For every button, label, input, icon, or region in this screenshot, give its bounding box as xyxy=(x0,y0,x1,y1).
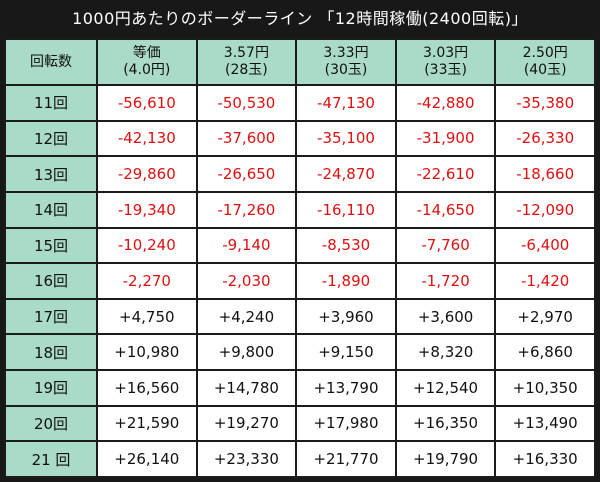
table-cell-value: +14,780 xyxy=(195,369,298,407)
row-label-spins: 15回 xyxy=(4,226,98,265)
row-label-spins: 13回 xyxy=(4,155,98,193)
table-cell-value: +13,790 xyxy=(295,369,397,407)
column-header-rate-detail: (40玉) xyxy=(523,62,567,78)
row-label-spins: 11回 xyxy=(4,84,98,122)
table-cell-value: +26,140 xyxy=(96,440,198,478)
table-cell-value: -24,870 xyxy=(295,155,397,193)
table-row: 12回 -42,130 -37,600 -35,100 -31,900 -26,330 xyxy=(4,119,596,158)
table-cell-value: +4,750 xyxy=(96,297,198,336)
table-cell-value: -6,400 xyxy=(494,226,596,265)
table-cell-value: -42,130 xyxy=(96,119,198,158)
row-label-spins: 21 回 xyxy=(4,440,98,478)
table-cell-value: +13,490 xyxy=(494,404,596,443)
column-header-rate-detail: (30玉) xyxy=(324,62,368,78)
column-header-rate-detail: (33玉) xyxy=(424,62,467,78)
table-cell-value: +21,590 xyxy=(96,404,198,443)
column-header-rate-name: 3.57円 xyxy=(223,45,269,61)
table-row: 14回 -19,340 -17,260 -16,110 -14,650 -12,090 xyxy=(4,190,596,229)
column-header-rate-name: 3.33円 xyxy=(323,45,369,61)
table-row: 13回 -29,860 -26,650 -24,870 -22,610 -18,660 xyxy=(4,155,596,193)
table-cell-value: -26,650 xyxy=(195,155,298,193)
table-cell-value: +9,150 xyxy=(295,333,397,371)
table-cell-value: -31,900 xyxy=(394,119,497,158)
table-cell-value: -16,110 xyxy=(295,190,397,229)
table-cell-value: +23,330 xyxy=(195,440,298,478)
table-cell-value: +19,270 xyxy=(195,404,298,443)
table-cell-value: +3,960 xyxy=(295,297,397,336)
table-cell-value: +17,980 xyxy=(295,404,397,443)
row-label-spins: 20回 xyxy=(4,404,98,443)
table-cell-value: -35,100 xyxy=(295,119,397,158)
table-cell-value: -7,760 xyxy=(394,226,497,265)
column-header-rate-detail: (4.0円) xyxy=(123,62,171,78)
table-cell-value: +10,350 xyxy=(494,369,596,407)
table-title: 1000円あたりのボーダーライン 「12時間稼働(2400回転)」 xyxy=(72,9,528,28)
table-cell-value: +4,240 xyxy=(195,297,298,336)
column-header-rate: 3.03円 (33玉) xyxy=(394,38,497,86)
row-label-spins: 19回 xyxy=(4,369,98,407)
table-cell-value: -37,600 xyxy=(195,119,298,158)
table-cell-value: -9,140 xyxy=(195,226,298,265)
table-row: 15回 -10,240 -9,140 -8,530 -7,760 -6,400 xyxy=(4,226,596,265)
table-cell-value: -1,890 xyxy=(295,262,397,300)
table-row: 17回 +4,750 +4,240 +3,960 +3,600 +2,970 xyxy=(4,297,596,336)
table-cell-value: -26,330 xyxy=(494,119,596,158)
table-cell-value: -47,130 xyxy=(295,84,397,122)
column-header-rate: 2.50円 (40玉) xyxy=(494,38,596,86)
table-cell-value: -18,660 xyxy=(494,155,596,193)
border-line-table: 回転数 等価 (4.0円) 3.57円 (28玉) 3.33円 (30玉) 3.03円… xyxy=(4,38,596,478)
table-cell-value: -12,090 xyxy=(494,190,596,229)
table-row: 11回 -56,610 -50,530 -47,130 -42,880 -35,380 xyxy=(4,84,596,122)
column-header-spins: 回転数 xyxy=(4,38,98,86)
table-cell-value: -29,860 xyxy=(96,155,198,193)
table-cell-value: -1,720 xyxy=(394,262,497,300)
table-cell-value: +8,320 xyxy=(394,333,497,371)
row-label-spins: 16回 xyxy=(4,262,98,300)
column-header-rate-detail: (28玉) xyxy=(225,62,268,78)
column-header-rate-name: 3.03円 xyxy=(422,45,469,61)
table-cell-value: -2,030 xyxy=(195,262,298,300)
table-row: 19回 +16,560 +14,780 +13,790 +12,540 +10,350 xyxy=(4,369,596,407)
table-cell-value: +16,350 xyxy=(394,404,497,443)
table-cell-value: -35,380 xyxy=(494,84,596,122)
column-header-rate-name: 等価 xyxy=(132,45,161,61)
table-cell-value: -8,530 xyxy=(295,226,397,265)
column-header-rate: 3.33円 (30玉) xyxy=(295,38,397,86)
table-cell-value: -22,610 xyxy=(394,155,497,193)
column-header-rate: 3.57円 (28玉) xyxy=(195,38,298,86)
table-cell-value: +16,560 xyxy=(96,369,198,407)
row-label-spins: 18回 xyxy=(4,333,98,371)
table-cell-value: +9,800 xyxy=(195,333,298,371)
table-cell-value: +12,540 xyxy=(394,369,497,407)
table-cell-value: -17,260 xyxy=(195,190,298,229)
table-row: 16回 -2,270 -2,030 -1,890 -1,720 -1,420 xyxy=(4,262,596,300)
table-row: 20回 +21,590 +19,270 +17,980 +16,350 +13,490 xyxy=(4,404,596,443)
row-label-spins: 14回 xyxy=(4,190,98,229)
row-label-spins: 12回 xyxy=(4,119,98,158)
table-cell-value: -2,270 xyxy=(96,262,198,300)
table-cell-value: -56,610 xyxy=(96,84,198,122)
table-cell-value: +2,970 xyxy=(494,297,596,336)
table-cell-value: +19,790 xyxy=(394,440,497,478)
table-cell-value: -1,420 xyxy=(494,262,596,300)
table-cell-value: +3,600 xyxy=(394,297,497,336)
table-cell-value: +6,860 xyxy=(494,333,596,371)
table-cell-value: +16,330 xyxy=(494,440,596,478)
column-header-rate: 等価 (4.0円) xyxy=(96,38,198,86)
row-label-spins: 17回 xyxy=(4,297,98,336)
table-cell-value: -42,880 xyxy=(394,84,497,122)
table-cell-value: -10,240 xyxy=(96,226,198,265)
table-cell-value: -19,340 xyxy=(96,190,198,229)
table-cell-value: -14,650 xyxy=(394,190,497,229)
table-row: 18回 +10,980 +9,800 +9,150 +8,320 +6,860 xyxy=(4,333,596,371)
header-row: 回転数 等価 (4.0円) 3.57円 (28玉) 3.33円 (30玉) 3.03円… xyxy=(4,38,596,86)
table-row: 21 回 +26,140 +23,330 +21,770 +19,790 +16,330 xyxy=(4,440,596,478)
column-header-rate-name: 2.50円 xyxy=(522,45,568,61)
table-body: 11回 -56,610 -50,530 -47,130 -42,880 -35,380 12… xyxy=(4,84,596,478)
table-cell-value: -50,530 xyxy=(195,84,298,122)
table-cell-value: +10,980 xyxy=(96,333,198,371)
table-cell-value: +21,770 xyxy=(295,440,397,478)
